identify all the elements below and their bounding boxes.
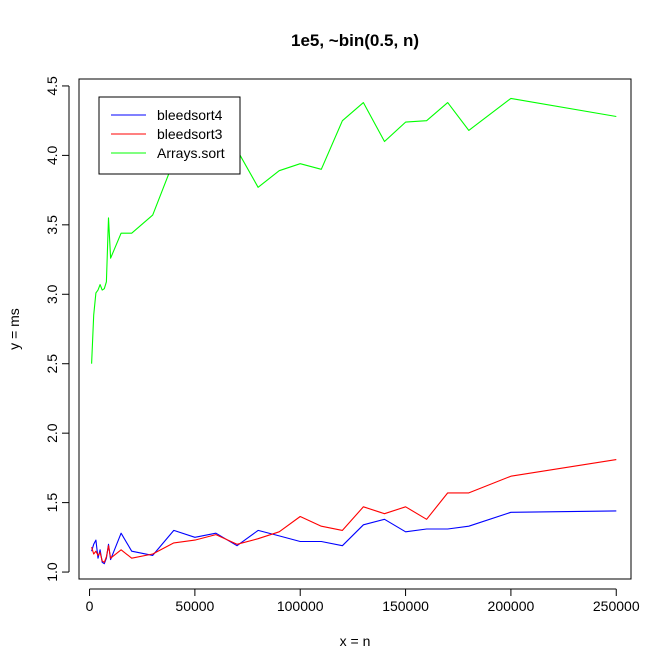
x-tick-label: 200000 — [488, 598, 535, 614]
y-axis: 1.0 1.5 2.0 2.5 3.0 3.5 4.0 4.5 — [44, 76, 70, 582]
x-axis: 0 50000 100000 150000 200000 250000 — [86, 588, 640, 614]
y-axis-title: y = ms — [6, 308, 22, 350]
x-tick-label: 150000 — [382, 598, 429, 614]
legend-label: bleedsort3 — [157, 126, 223, 142]
y-tick-label: 1.0 — [44, 562, 60, 582]
y-tick-label: 2.5 — [44, 354, 60, 374]
legend: bleedsort4 bleedsort3 Arrays.sort — [98, 96, 241, 175]
y-tick-label: 3.0 — [44, 284, 60, 304]
x-tick-label: 50000 — [175, 598, 214, 614]
y-tick-label: 4.0 — [44, 145, 60, 165]
y-tick-label: 4.5 — [44, 76, 60, 96]
x-tick-label: 250000 — [593, 598, 640, 614]
legend-box — [98, 96, 241, 175]
legend-label: Arrays.sort — [157, 145, 225, 161]
series-line-bleedsort3 — [91, 459, 617, 563]
y-tick-label: 1.5 — [44, 493, 60, 513]
x-tick-label: 0 — [86, 598, 94, 614]
y-tick-label: 3.5 — [44, 215, 60, 235]
y-tick-label: 2.0 — [44, 423, 60, 443]
legend-label: bleedsort4 — [157, 107, 223, 123]
x-tick-label: 100000 — [277, 598, 324, 614]
plot-frame — [78, 78, 632, 580]
series-line-bleedsort4 — [91, 510, 617, 565]
chart-title: 1e5, ~bin(0.5, n) — [291, 31, 419, 50]
x-axis-title: x = n — [340, 633, 371, 649]
